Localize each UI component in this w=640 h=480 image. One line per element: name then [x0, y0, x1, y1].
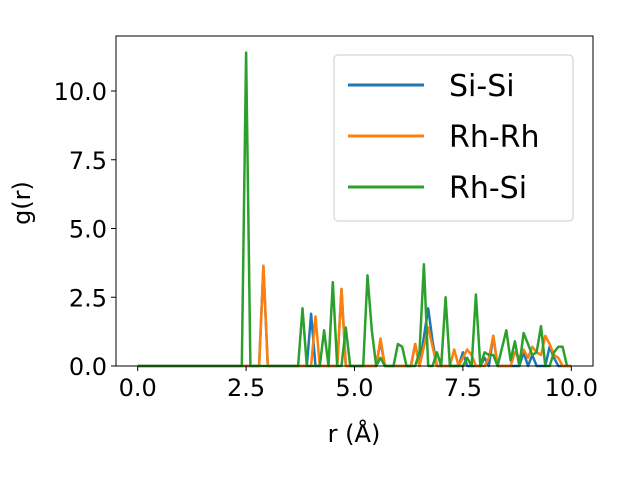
plot-frame	[115, 35, 594, 367]
legend-box	[333, 54, 574, 222]
y-tick-label: 0.0	[69, 353, 107, 381]
legend-label-si-si: Si-Si	[449, 69, 515, 104]
x-tick-label: 5.0	[335, 374, 373, 402]
ticks-layer: 0.0 2.5 5.0 7.5 10.0 0.0 2.5 5.0 7.5 10.0	[54, 78, 598, 402]
legend-label-rh-si: Rh-Si	[449, 171, 527, 206]
x-axis-label: r (Å)	[328, 419, 381, 448]
legend-label-rh-rh: Rh-Rh	[449, 120, 540, 155]
x-tick-label: 7.5	[444, 374, 482, 402]
y-tick-label: 2.5	[69, 284, 107, 312]
x-tick-label: 10.0	[545, 374, 598, 402]
legend: Si-Si Rh-Rh Rh-Si	[333, 54, 574, 222]
y-axis-label: g(r)	[8, 181, 36, 225]
x-tick-label: 2.5	[227, 374, 265, 402]
x-tick-label: 0.0	[119, 374, 157, 402]
y-tick-label: 5.0	[69, 216, 107, 244]
y-tick-label: 7.5	[69, 147, 107, 175]
y-tick-label: 10.0	[54, 78, 107, 106]
